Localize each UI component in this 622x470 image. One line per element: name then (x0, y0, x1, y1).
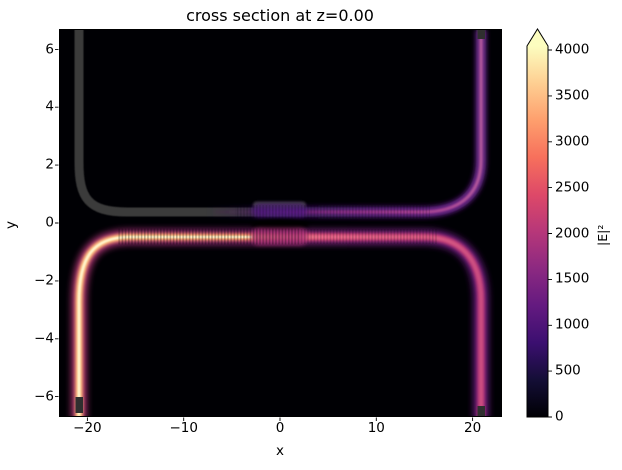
y-tick-label: 0 (45, 214, 54, 231)
x-tick-label: 10 (367, 420, 385, 436)
x-tick-label: −10 (169, 420, 198, 436)
axes-spine (59, 29, 502, 417)
colorbar-tick-label: 1000 (555, 316, 590, 333)
fringes-upper (235, 205, 430, 219)
y-axis-label: y (3, 221, 19, 229)
colorbar-tick-label: 3000 (555, 133, 590, 150)
chart-title: cross section at z=0.00 (186, 6, 374, 25)
port-cap-top-right (477, 29, 485, 39)
colorbar-tick-marks (548, 49, 552, 418)
y-tick-label: −6 (34, 388, 54, 405)
port-cap-bottom-right (477, 406, 485, 417)
y-tick-label: 2 (45, 156, 54, 173)
colorbar (526, 28, 552, 418)
colorbar-tick-label: 1500 (555, 270, 590, 287)
colorbar-tick-label: 2000 (555, 225, 590, 241)
y-tick-label: 4 (45, 98, 54, 115)
heatmap-area (59, 29, 502, 417)
x-axis-label: x (276, 443, 284, 459)
colorbar-tick-label: 4000 (555, 41, 590, 58)
x-tick-label: −20 (73, 420, 102, 436)
x-tick-label: 20 (464, 420, 482, 436)
y-tick-marks (55, 49, 59, 398)
colorbar-tick-label: 3500 (555, 87, 590, 104)
fringes-lower-right (300, 229, 438, 244)
colorbar-gradient (527, 46, 548, 417)
fringes-lower-left (118, 228, 300, 245)
colorbar-outline (526, 28, 549, 418)
y-tick-label: −2 (34, 272, 54, 289)
bump-dark-gap (251, 219, 309, 230)
colorbar-tick-label: 2500 (555, 179, 590, 196)
colorbar-tick-label: 500 (555, 362, 581, 379)
colorbar-extend-arrow (527, 29, 548, 46)
y-tick-label: 6 (45, 41, 54, 58)
colorbar-tick-label: 0 (555, 408, 564, 425)
x-tick-label: 0 (275, 420, 285, 436)
x-tick-marks (86, 417, 474, 421)
port-cap-bottom-left (75, 397, 83, 413)
y-tick-label: −4 (34, 330, 54, 347)
colorbar-axis-label: |E|² (595, 224, 610, 246)
